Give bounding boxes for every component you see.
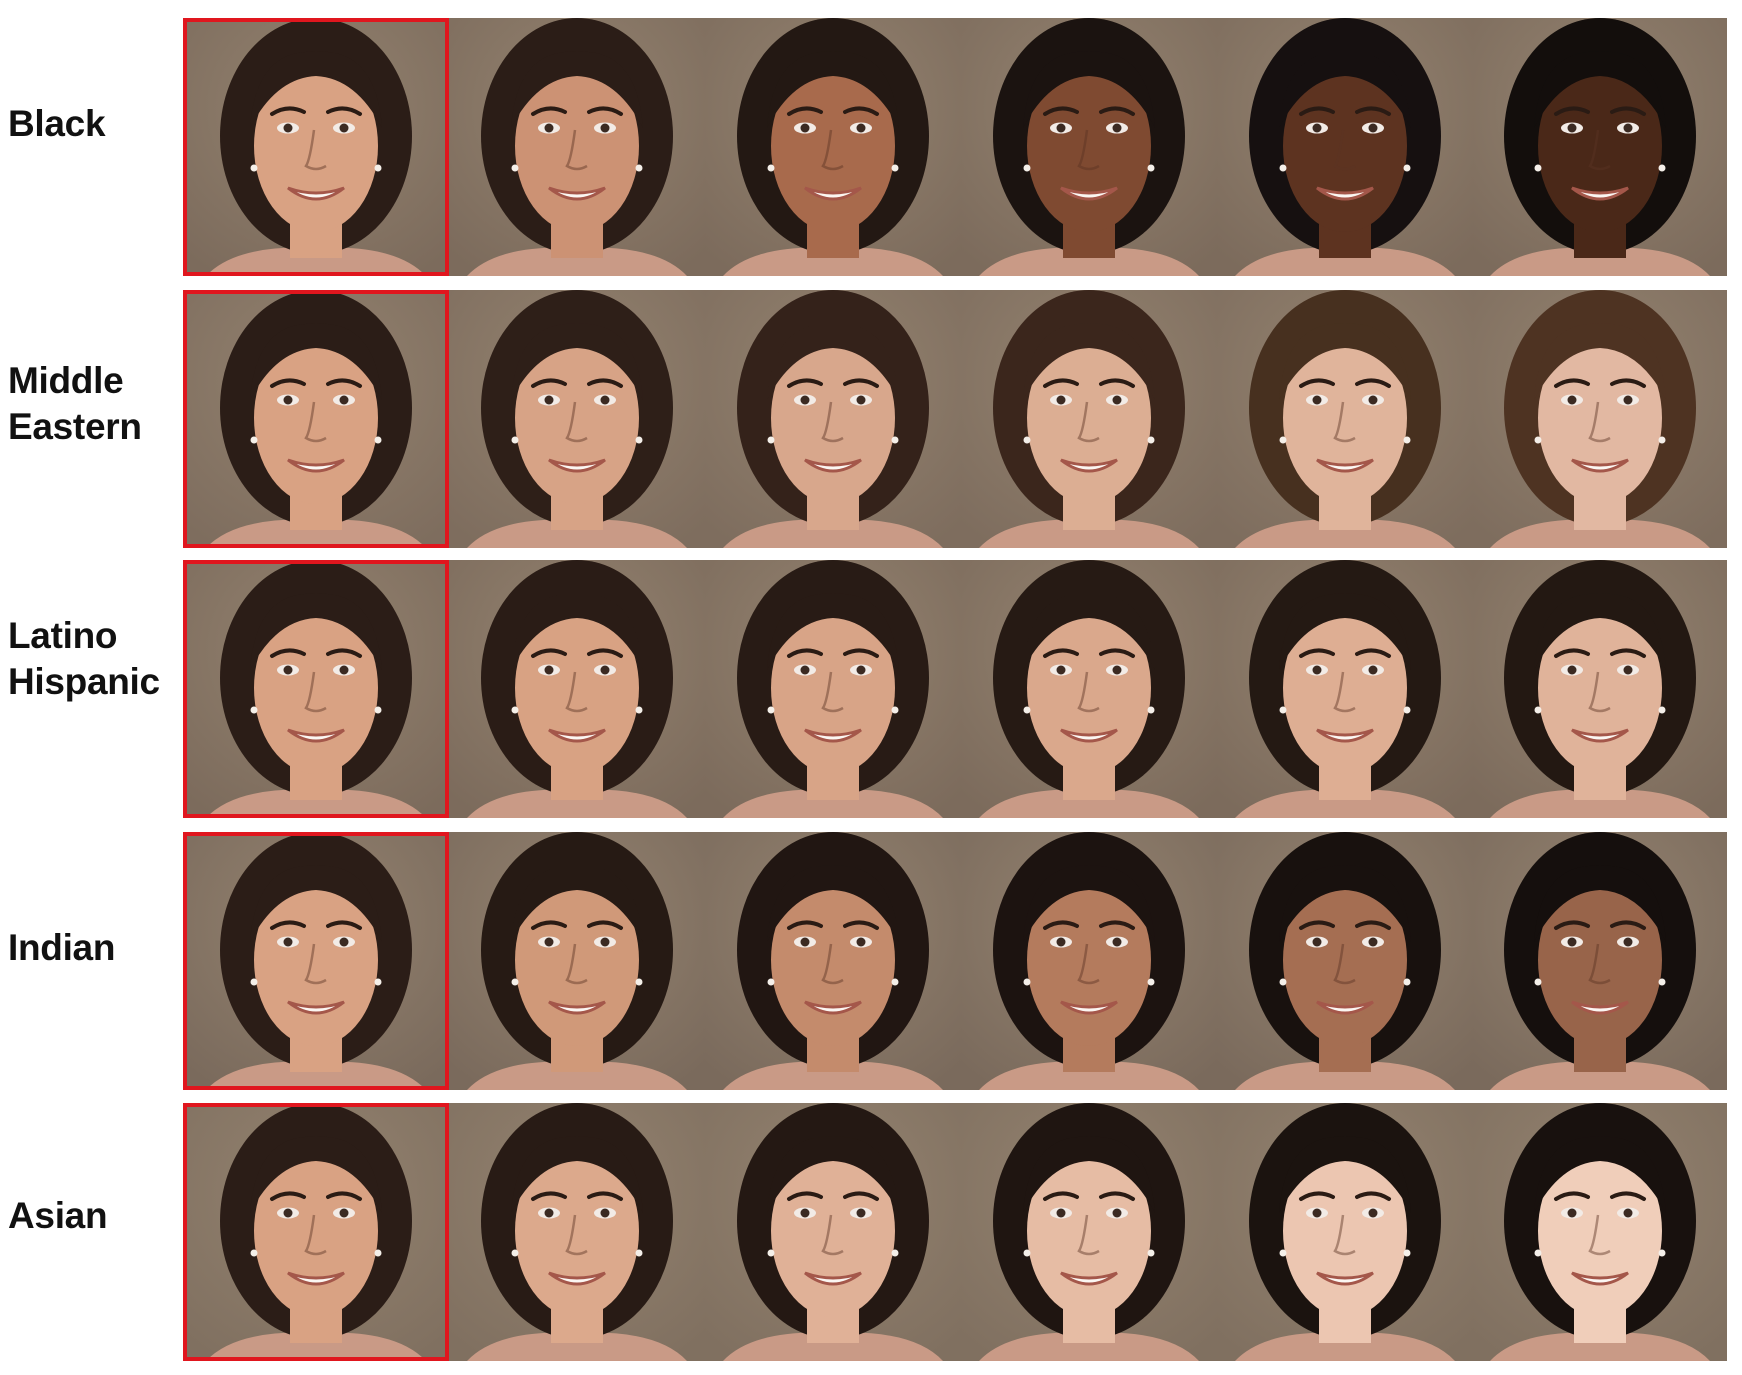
face-tile [449, 290, 705, 548]
face-portrait [449, 1103, 705, 1361]
reference-face-tile [183, 1103, 449, 1361]
face-tile [1473, 290, 1727, 548]
face-portrait [1217, 560, 1473, 818]
face-portrait [183, 290, 449, 548]
face-tile [705, 18, 961, 276]
face-portrait [183, 18, 449, 276]
face-tile [1217, 560, 1473, 818]
face-tile [1217, 1103, 1473, 1361]
face-portrait [961, 560, 1217, 818]
face-portrait [1473, 832, 1727, 1090]
face-portrait [449, 18, 705, 276]
face-tile [449, 832, 705, 1090]
face-portrait [183, 560, 449, 818]
face-portrait [1217, 1103, 1473, 1361]
face-portrait [183, 832, 449, 1090]
face-tile [1217, 832, 1473, 1090]
row-label-black: Black [8, 103, 106, 144]
face-portrait [961, 18, 1217, 276]
face-portrait [449, 832, 705, 1090]
face-tile [1473, 832, 1727, 1090]
face-tile [1473, 1103, 1727, 1361]
face-portrait [1473, 560, 1727, 818]
face-tile [961, 18, 1217, 276]
face-portrait [705, 560, 961, 818]
face-tile [961, 560, 1217, 818]
face-portrait [1473, 18, 1727, 276]
face-portrait [1217, 18, 1473, 276]
face-tile [449, 1103, 705, 1361]
face-portrait [705, 290, 961, 548]
face-portrait [705, 1103, 961, 1361]
row-label-asian: Asian [8, 1195, 108, 1236]
face-tile [705, 832, 961, 1090]
face-portrait [449, 560, 705, 818]
face-tile [961, 290, 1217, 548]
face-tile [449, 560, 705, 818]
face-portrait [961, 1103, 1217, 1361]
reference-face-tile [183, 832, 449, 1090]
face-tile [961, 1103, 1217, 1361]
face-tile [1217, 18, 1473, 276]
reference-face-tile [183, 18, 449, 276]
face-strip-black [183, 18, 1727, 276]
face-tile [705, 290, 961, 548]
face-portrait [961, 832, 1217, 1090]
face-tile [961, 832, 1217, 1090]
reference-face-tile [183, 290, 449, 548]
row-label-middle-eastern: Middle Eastern [8, 360, 142, 447]
face-tile [1473, 18, 1727, 276]
face-tile [1217, 290, 1473, 548]
face-portrait [449, 290, 705, 548]
face-strip-middle-eastern [183, 290, 1727, 548]
face-tile [705, 1103, 961, 1361]
face-strip-asian [183, 1103, 1727, 1361]
face-tile [705, 560, 961, 818]
face-strip-indian [183, 832, 1727, 1090]
face-portrait [705, 18, 961, 276]
face-portrait [705, 832, 961, 1090]
face-portrait [183, 1103, 449, 1361]
face-portrait [1217, 290, 1473, 548]
face-strip-latino-hispanic [183, 560, 1727, 818]
face-portrait [1473, 290, 1727, 548]
face-portrait [1217, 832, 1473, 1090]
face-portrait [1473, 1103, 1727, 1361]
face-portrait [961, 290, 1217, 548]
row-label-indian: Indian [8, 927, 116, 968]
row-label-latino-hispanic: Latino Hispanic [8, 615, 160, 702]
reference-face-tile [183, 560, 449, 818]
face-tile [1473, 560, 1727, 818]
face-tile [449, 18, 705, 276]
